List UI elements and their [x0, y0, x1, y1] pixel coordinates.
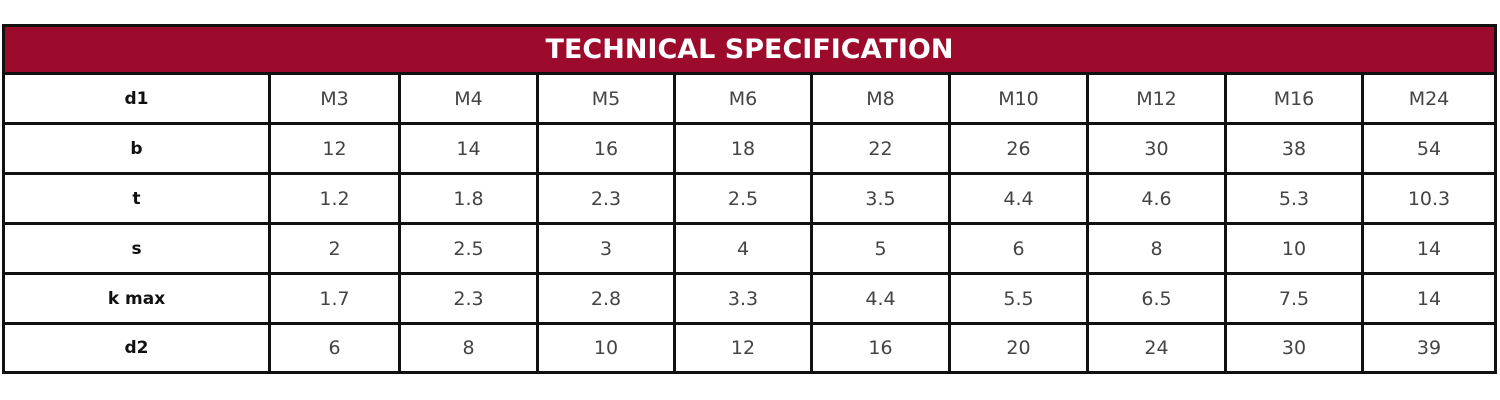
table-cell: 12 [676, 325, 813, 371]
row-label: b [5, 125, 271, 175]
row-label: t [5, 175, 271, 225]
table-cell: 4.6 [1089, 175, 1227, 225]
table-cell: 5 [813, 225, 951, 275]
table-cell: 5.5 [951, 275, 1089, 325]
table-cell: 1.8 [401, 175, 539, 225]
table-cell: 2.3 [401, 275, 539, 325]
row-label: d1 [5, 75, 271, 125]
table-cell: 30 [1089, 125, 1227, 175]
table-cell: M12 [1089, 75, 1227, 125]
table-cell: 22 [813, 125, 951, 175]
table-cell: 20 [951, 325, 1089, 371]
table-cell: 6 [951, 225, 1089, 275]
table-cell: 2.5 [401, 225, 539, 275]
table-cell: 16 [813, 325, 951, 371]
table-cell: 4.4 [813, 275, 951, 325]
table-cell: 4.4 [951, 175, 1089, 225]
table-cell: 2.5 [676, 175, 813, 225]
table-cell: 38 [1227, 125, 1364, 175]
table-cell: 6 [271, 325, 401, 371]
table-cell: M5 [539, 75, 676, 125]
table-cell: 18 [676, 125, 813, 175]
table-cell: 8 [401, 325, 539, 371]
table-cell: 8 [1089, 225, 1227, 275]
table-cell: 2.8 [539, 275, 676, 325]
table-cell: 3.3 [676, 275, 813, 325]
table-cell: 39 [1416, 337, 1442, 359]
table-cell: 2 [271, 225, 401, 275]
table-cell: 3 [539, 225, 676, 275]
table-cell: 14 [401, 125, 539, 175]
table-title: TECHNICAL SPECIFICATION [5, 27, 1494, 75]
table-cell: 24 [1089, 325, 1227, 371]
row-label: d2 [5, 325, 271, 371]
table-cell: 16 [539, 125, 676, 175]
table-cell: M8 [813, 75, 951, 125]
row-label: s [5, 225, 271, 275]
table-cell: 12 [271, 125, 401, 175]
table-cell: M16 [1227, 75, 1364, 125]
table-cell: 54 [1364, 125, 1494, 175]
table-cell: 10 [539, 325, 676, 371]
table-cell: 3.5 [813, 175, 951, 225]
row-label: k max [5, 275, 271, 325]
table-cell: M24 [1364, 75, 1494, 125]
table-cell: 30 [1227, 325, 1364, 371]
table-cell: 4 [676, 225, 813, 275]
table-cell: 7.5 [1227, 275, 1364, 325]
table-cell: 26 [951, 125, 1089, 175]
spec-table: TECHNICAL SPECIFICATION d1 M3 M4 M5 M6 M8 M10 M… [2, 24, 1497, 374]
table-cell: 6.5 [1089, 275, 1227, 325]
table-cell: 10 [1227, 225, 1364, 275]
table-cell: 1.2 [271, 175, 401, 225]
table-cell: 10.3 [1364, 175, 1494, 225]
table-cell: M3 [271, 75, 401, 125]
table-cell: 14 [1364, 225, 1494, 275]
table-cell: 1.7 [271, 275, 401, 325]
table-cell: M6 [676, 75, 813, 125]
table-cell: 2.3 [539, 175, 676, 225]
table-cell: M4 [401, 75, 539, 125]
table-cell: 5.3 [1227, 175, 1364, 225]
table-cell: 14 [1364, 275, 1494, 325]
table-cell: M10 [951, 75, 1089, 125]
